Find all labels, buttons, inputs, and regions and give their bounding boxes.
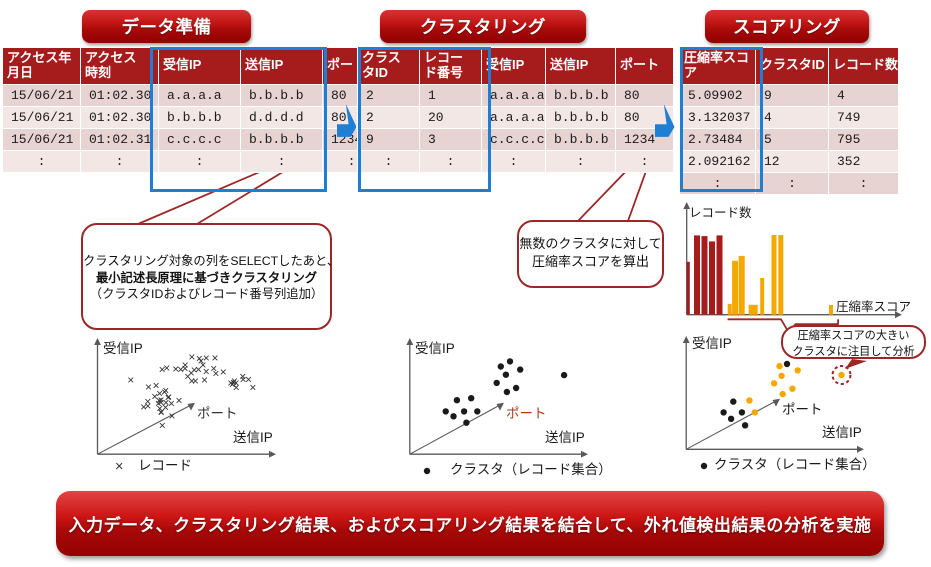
svg-text:送信IP: 送信IP <box>822 425 862 440</box>
svg-text:ポート: ポート <box>782 402 823 417</box>
svg-text:クラスタ（レコード集合）: クラスタ（レコード集合） <box>714 457 876 472</box>
svg-text:受信IP: 受信IP <box>692 336 732 351</box>
